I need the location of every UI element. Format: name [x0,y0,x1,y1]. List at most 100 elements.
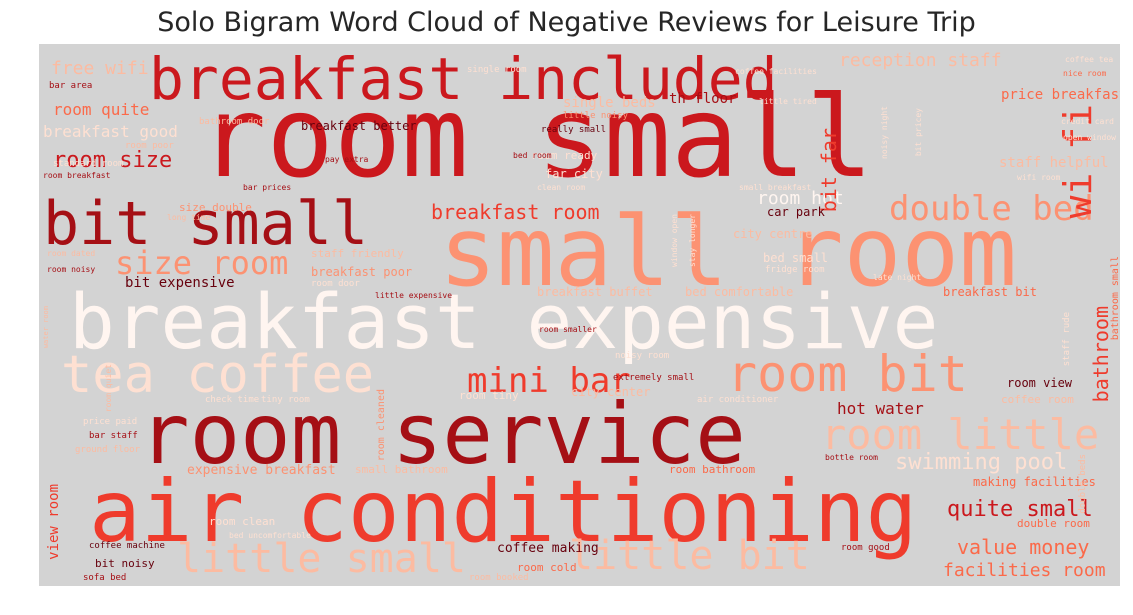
word-extremely-small: extremely small [613,373,695,383]
word-room-poor: room poor [125,141,174,151]
word-staff-friendly: staff friendly [311,247,404,260]
word-double-bed: double bed [889,189,1094,229]
word-double-room: double room [1017,517,1090,530]
word-noisy-night: noisy night [880,106,889,159]
word-city-center: city center [571,385,651,399]
word-little-expensive: little expensive [375,291,453,300]
word-room-door: room door [311,279,360,289]
word-bottle-room: bottle room [825,453,878,462]
word-facilities-room: facilities room [943,560,1106,581]
word-ground-floor: ground floor [75,445,141,455]
word-tiny-room: tiny room [261,395,310,405]
word-bit-pricey: bit pricey [914,108,923,157]
word-breakfast-good: breakfast good [43,122,178,141]
word-bathroom-door: bathroom door [199,117,270,127]
word-car-park: car park [767,205,825,219]
word-room-noisy: room noisy [47,265,96,274]
word-little-small: little small [177,536,466,582]
word-really-small: really small [541,125,607,135]
word-bit-small: bit small [43,189,369,259]
word-late-night: late night [873,273,922,282]
word-expensive-breakfast: expensive breakfast [187,463,336,478]
word-wifi-room: wifi room [1017,173,1061,182]
word-room-bit: room bit [727,345,968,403]
word-air-conditioning: air conditioning [89,462,918,562]
word-coffee-room: coffee room [1001,393,1074,406]
word-city-centre: city centre [733,227,813,241]
word-small-breakfast: small breakfast [739,183,812,192]
word-double-beds: double beds [1078,454,1088,514]
word-small-room: small room [439,196,1017,308]
word-little-tired: little tired [759,97,817,106]
word-hot-water: hot water [837,399,924,418]
word-bathroom: bathroom [1089,306,1113,403]
word-check-time: check time [205,395,260,405]
word-little-noisy: little noisy [563,111,629,121]
word-cloud: room small small room breakfast expensiv… [39,44,1120,586]
word-room-cleaned: room cleaned [376,389,387,462]
word-breakfast-buffet: breakfast buffet [537,285,653,299]
word-breakfast-expensive: breakfast expensive [69,277,939,366]
word-room-service: room service [139,385,746,483]
word-view-room: view room [46,484,62,560]
word-air-conditioner: air conditioner [697,395,779,405]
word-room-breakfast: room breakfast [43,171,111,180]
word-bed-uncomfortable: bed uncomfortable [229,531,311,540]
word-staff-rude: staff rude [1062,312,1072,367]
word-room-little: room little [821,410,1100,459]
word-coffee-machine: coffee machine [89,541,165,551]
word-quite-small: quite small [947,497,1093,522]
word-room-ready: room ready [531,149,598,162]
word-credit-card: credit card [1061,117,1114,126]
word-room-good: room good [841,543,890,553]
word-bed-comfortable: bed comfortable [685,285,794,299]
word-bed-room: bed room [513,151,552,160]
word-room-quite: room quite [53,100,150,119]
word-water-room: water room [42,306,50,349]
word-tea-coffee: tea coffee [61,345,375,405]
word-breakfast-included: breakfast included [149,45,778,113]
word-room-hot: room hot [757,188,844,209]
word-long-time: long time [167,213,211,222]
word-coffee-facilities: coffee facilities [735,67,817,76]
word-room-cold: room cold [517,561,577,574]
word-room-dated: room dated [47,249,96,258]
word-breakfast-better: breakfast better [301,119,417,133]
chart-title: Solo Bigram Word Cloud of Negative Revie… [157,7,976,38]
word-bit-noisy: bit noisy [95,557,155,570]
word-free-wifi: free wifi [51,58,149,79]
word-open-window: open window [1063,133,1116,142]
word-room-quiet: room quiet [104,364,113,413]
word-stay-longer: stay longer [688,214,697,267]
word-bathroom-small: bathroom small [1110,256,1120,341]
word-noisy-room: noisy room [615,351,670,361]
word-breakfast-room: breakfast room [431,200,600,224]
word-single-room: single room [467,65,527,75]
word-size-room: size room [115,244,289,282]
word-breakfast-bit: breakfast bit [943,285,1037,299]
word-size-double: size double [179,201,252,214]
word-single-beds: single beds [563,95,656,111]
word-bar-prices: bar prices [243,183,292,192]
word-little-bit: little bit [569,533,810,579]
word-clean-room: clean room [537,183,586,192]
word-window-open: window open [670,214,679,267]
word-room-tiny: room tiny [459,389,519,402]
word-pay-extra: pay extra [325,155,369,164]
word-nice-room: nice room [1063,69,1107,78]
word-staff-helpful: staff helpful [999,155,1109,171]
word-th-floor: th floor [669,91,737,107]
word-far-city: far city [545,167,603,181]
word-value-money: value money [957,535,1090,559]
word-price-breakfast: price breakfast [1001,87,1120,103]
word-fridge-room: fridge room [765,265,825,275]
word-room-booked: room booked [469,573,529,583]
word-room-smaller: room smaller [539,325,597,334]
word-bed-small: bed small [763,251,829,265]
word-bit-expensive: bit expensive [125,275,235,291]
word-room-view: room view [1007,376,1073,390]
word-sofa-bed: sofa bed [83,573,127,583]
word-bar-area: bar area [49,81,93,91]
word-standard-room: standard room [53,159,124,169]
word-price-paid: price paid [83,417,138,427]
